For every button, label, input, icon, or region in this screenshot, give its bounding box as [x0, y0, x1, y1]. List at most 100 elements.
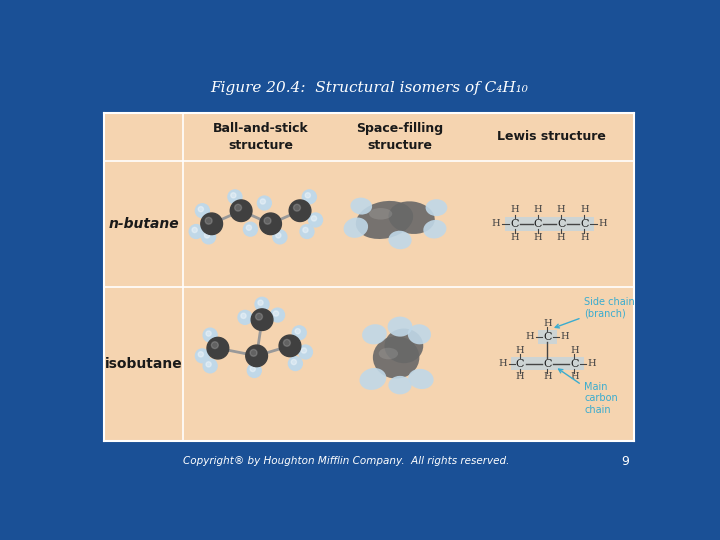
- Circle shape: [230, 193, 236, 198]
- Circle shape: [299, 345, 312, 359]
- Ellipse shape: [369, 208, 392, 220]
- Circle shape: [301, 348, 307, 353]
- Ellipse shape: [356, 201, 413, 239]
- Text: H: H: [492, 219, 500, 228]
- Circle shape: [271, 308, 284, 322]
- Text: C: C: [570, 359, 579, 369]
- Text: H: H: [525, 332, 534, 341]
- Circle shape: [212, 342, 218, 349]
- Circle shape: [309, 213, 323, 227]
- Bar: [505, 217, 594, 231]
- Circle shape: [302, 190, 316, 204]
- Bar: [538, 330, 557, 343]
- Circle shape: [243, 222, 258, 236]
- Circle shape: [289, 356, 302, 370]
- Circle shape: [204, 233, 210, 238]
- Circle shape: [303, 227, 308, 233]
- Text: H: H: [561, 332, 570, 341]
- Circle shape: [294, 204, 300, 211]
- Ellipse shape: [388, 231, 412, 249]
- Circle shape: [189, 225, 203, 239]
- Text: H: H: [543, 319, 552, 328]
- Circle shape: [240, 313, 246, 319]
- Circle shape: [258, 196, 271, 210]
- Circle shape: [195, 204, 210, 218]
- Circle shape: [279, 335, 301, 356]
- Circle shape: [206, 331, 211, 336]
- Circle shape: [248, 363, 261, 377]
- Text: Ball-and-stick
structure: Ball-and-stick structure: [212, 122, 308, 152]
- Circle shape: [251, 309, 273, 330]
- Text: C: C: [516, 359, 524, 369]
- Circle shape: [198, 352, 204, 357]
- Text: H: H: [510, 233, 519, 242]
- Circle shape: [295, 329, 300, 334]
- Circle shape: [273, 230, 287, 244]
- Circle shape: [205, 217, 212, 224]
- Ellipse shape: [388, 376, 412, 394]
- Ellipse shape: [359, 368, 386, 390]
- Text: H: H: [516, 372, 524, 381]
- Ellipse shape: [379, 348, 398, 359]
- Text: H: H: [557, 205, 565, 214]
- Circle shape: [201, 213, 222, 234]
- Ellipse shape: [389, 201, 435, 234]
- Ellipse shape: [384, 328, 423, 363]
- Text: n-butane: n-butane: [108, 217, 179, 231]
- Text: Lewis structure: Lewis structure: [497, 130, 606, 143]
- Text: C: C: [543, 359, 552, 369]
- Text: C: C: [543, 332, 552, 342]
- Circle shape: [203, 328, 217, 342]
- Bar: [510, 356, 584, 370]
- Circle shape: [284, 339, 290, 346]
- Circle shape: [274, 311, 279, 316]
- Circle shape: [292, 326, 306, 340]
- Circle shape: [291, 360, 297, 365]
- Text: H: H: [510, 205, 519, 214]
- Circle shape: [230, 200, 252, 221]
- Circle shape: [311, 216, 317, 221]
- Circle shape: [246, 225, 251, 230]
- Circle shape: [250, 349, 257, 356]
- Circle shape: [198, 207, 204, 212]
- Ellipse shape: [426, 199, 447, 216]
- Text: H: H: [534, 205, 542, 214]
- Circle shape: [276, 233, 281, 238]
- Ellipse shape: [362, 324, 387, 345]
- Text: C: C: [580, 219, 589, 229]
- Text: H: H: [570, 346, 579, 355]
- Ellipse shape: [387, 316, 413, 336]
- Circle shape: [192, 227, 197, 233]
- Text: H: H: [580, 205, 589, 214]
- Text: H: H: [543, 372, 552, 381]
- Circle shape: [256, 313, 263, 320]
- Ellipse shape: [408, 325, 431, 345]
- Circle shape: [305, 193, 310, 198]
- Text: Main
carbon
chain: Main carbon chain: [559, 369, 618, 415]
- Text: H: H: [534, 233, 542, 242]
- Text: C: C: [510, 219, 519, 229]
- Circle shape: [246, 345, 267, 367]
- Circle shape: [203, 359, 217, 373]
- Text: H: H: [557, 233, 565, 242]
- Text: H: H: [570, 372, 579, 381]
- Circle shape: [250, 366, 256, 372]
- Circle shape: [260, 199, 266, 204]
- Text: H: H: [588, 359, 596, 368]
- Text: Side chain
(branch): Side chain (branch): [555, 296, 635, 328]
- Text: H: H: [580, 233, 589, 242]
- Ellipse shape: [423, 220, 446, 239]
- Circle shape: [206, 362, 211, 367]
- Ellipse shape: [343, 218, 368, 238]
- Text: H: H: [498, 359, 507, 368]
- Bar: [104, 112, 634, 441]
- Circle shape: [255, 298, 269, 311]
- Text: Copyright® by Houghton Mifflin Company.  All rights reserved.: Copyright® by Houghton Mifflin Company. …: [183, 456, 509, 467]
- Text: H: H: [599, 219, 608, 228]
- Circle shape: [238, 310, 252, 325]
- Circle shape: [228, 190, 242, 204]
- Circle shape: [300, 225, 314, 239]
- Circle shape: [264, 217, 271, 224]
- Text: 9: 9: [621, 455, 629, 468]
- Circle shape: [258, 300, 264, 306]
